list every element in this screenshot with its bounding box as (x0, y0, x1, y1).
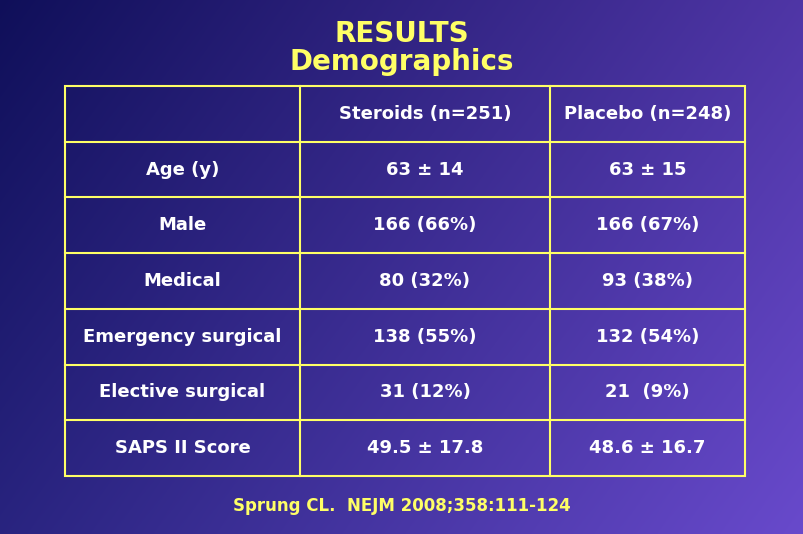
Text: 63 ± 14: 63 ± 14 (385, 161, 463, 178)
Text: Medical: Medical (144, 272, 221, 290)
Text: Elective surgical: Elective surgical (100, 383, 265, 402)
Text: 80 (32%): 80 (32%) (379, 272, 470, 290)
Text: 63 ± 15: 63 ± 15 (608, 161, 686, 178)
Text: 48.6 ± 16.7: 48.6 ± 16.7 (589, 439, 705, 457)
Text: Male: Male (158, 216, 206, 234)
Text: Demographics: Demographics (289, 48, 514, 76)
Text: 166 (67%): 166 (67%) (595, 216, 699, 234)
Text: 138 (55%): 138 (55%) (373, 328, 476, 345)
Text: Age (y): Age (y) (145, 161, 219, 178)
Text: 166 (66%): 166 (66%) (373, 216, 476, 234)
Text: 93 (38%): 93 (38%) (601, 272, 692, 290)
Text: 21  (9%): 21 (9%) (605, 383, 689, 402)
Text: SAPS II Score: SAPS II Score (115, 439, 250, 457)
Text: RESULTS: RESULTS (334, 20, 469, 48)
Text: 31 (12%): 31 (12%) (379, 383, 470, 402)
Text: 132 (54%): 132 (54%) (595, 328, 699, 345)
Text: Sprung CL.  NEJM 2008;358:111-124: Sprung CL. NEJM 2008;358:111-124 (233, 497, 570, 515)
Bar (65, 86, 744, 476)
Text: Steroids (n=251): Steroids (n=251) (338, 105, 511, 123)
Text: Emergency surgical: Emergency surgical (84, 328, 281, 345)
Text: Placebo (n=248): Placebo (n=248) (563, 105, 730, 123)
Text: 49.5 ± 17.8: 49.5 ± 17.8 (366, 439, 483, 457)
